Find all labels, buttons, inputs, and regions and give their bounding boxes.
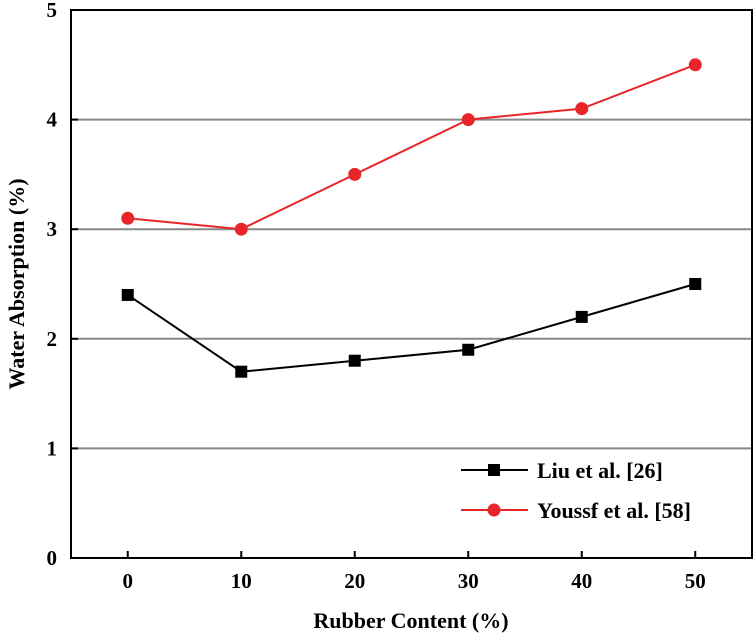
data-point bbox=[575, 310, 588, 323]
legend: Liu et al. [26] Youssf et al. [58] bbox=[461, 458, 691, 523]
x-tick-label: 20 bbox=[344, 569, 365, 593]
y-axis-label: Water Absorption (%) bbox=[4, 178, 29, 389]
x-tick-label: 50 bbox=[685, 569, 706, 593]
data-point bbox=[235, 365, 248, 378]
legend-marker bbox=[488, 464, 500, 476]
data-point bbox=[462, 343, 475, 356]
y-tick-label: 1 bbox=[47, 436, 58, 460]
data-point bbox=[461, 113, 475, 127]
y-tick-label: 2 bbox=[47, 327, 58, 351]
x-tick-label: 10 bbox=[231, 569, 252, 593]
x-tick-label: 40 bbox=[571, 569, 592, 593]
data-point bbox=[348, 167, 362, 181]
x-tick-label: 0 bbox=[123, 569, 134, 593]
data-point bbox=[121, 288, 134, 301]
y-tick-label: 4 bbox=[47, 108, 58, 132]
y-tick-label: 0 bbox=[47, 546, 58, 570]
series-line-0 bbox=[127, 283, 696, 373]
data-point bbox=[121, 211, 135, 225]
x-tick-label: 30 bbox=[458, 569, 479, 593]
series-line-1 bbox=[127, 63, 696, 231]
data-point bbox=[348, 354, 361, 367]
series-group bbox=[121, 58, 702, 378]
data-point bbox=[689, 278, 702, 290]
legend-marker bbox=[487, 503, 501, 517]
data-point bbox=[575, 102, 589, 116]
legend-label: Youssf et al. [58] bbox=[537, 498, 691, 523]
y-tick-label: 5 bbox=[47, 0, 58, 22]
y-tick-label: 3 bbox=[47, 217, 58, 241]
x-axis-label: Rubber Content (%) bbox=[313, 608, 508, 633]
plot-frame bbox=[70, 9, 753, 559]
gridlines bbox=[71, 118, 752, 450]
data-point bbox=[688, 58, 702, 72]
legend-label: Liu et al. [26] bbox=[537, 458, 663, 483]
data-point bbox=[234, 222, 248, 236]
